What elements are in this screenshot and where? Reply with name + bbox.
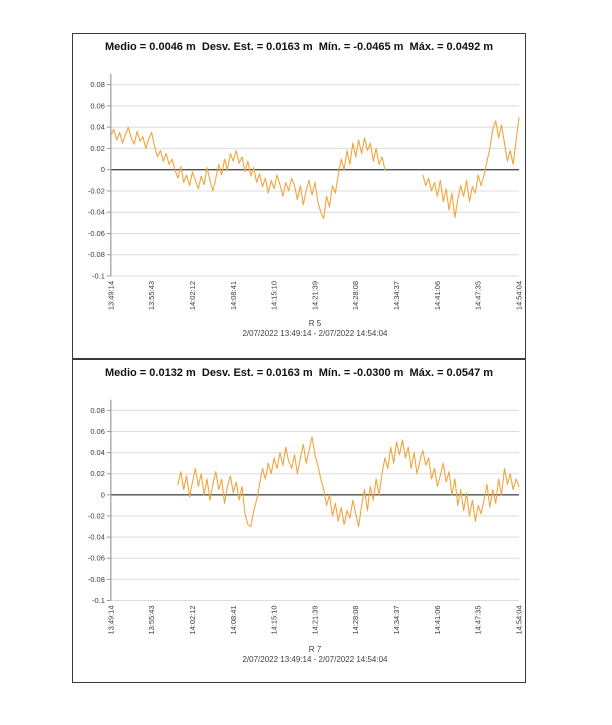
x-tick-label: 14:28:08 — [351, 605, 360, 634]
x-tick-label: 14:41:06 — [433, 281, 442, 310]
y-tick-label: 0 — [101, 490, 105, 499]
y-tick-label: 0.02 — [90, 469, 105, 478]
x-tick-label: 13:55:43 — [147, 605, 156, 634]
chart-title-r5: Medio = 0.0046 m Desv. Est. = 0.0163 m M… — [104, 41, 494, 53]
y-tick-label: 0.04 — [90, 123, 105, 132]
x-tick-label: 14:41:06 — [433, 605, 442, 634]
y-tick-label: 0 — [101, 165, 105, 174]
y-tick-label: 0.08 — [90, 406, 105, 415]
x-tick-label: 14:54:04 — [515, 281, 524, 310]
y-tick-label: 0.08 — [90, 80, 105, 89]
y-tick-label: 0.06 — [90, 101, 105, 110]
x-tick-label: 14:47:35 — [474, 281, 483, 310]
x-tick-label: 14:28:08 — [351, 281, 360, 310]
y-tick-label: 0.02 — [90, 144, 105, 153]
x-tick-label: 13:49:14 — [106, 605, 115, 634]
x-tick-label: 14:02:12 — [188, 281, 197, 310]
series-line-r7 — [177, 436, 520, 528]
x-tick-label: 14:21:39 — [310, 281, 319, 310]
x-tick-label: 13:49:14 — [106, 281, 115, 310]
y-tick-label: 0.06 — [90, 427, 105, 436]
x-tick-label: 13:55:43 — [147, 281, 156, 310]
chart-title-r7: Medio = 0.0132 m Desv. Est. = 0.0163 m M… — [104, 367, 494, 379]
x-tick-label: 14:15:10 — [270, 605, 279, 634]
chart-panel-r5: Medio = 0.0046 m Desv. Est. = 0.0163 m M… — [72, 33, 526, 359]
y-tick-label: -0.04 — [88, 533, 105, 542]
date-range-r5: 2/07/2022 13:49:14 - 2/07/2022 14:54:04 — [242, 329, 388, 338]
chart-panel-r7: Medio = 0.0132 m Desv. Est. = 0.0163 m M… — [72, 359, 526, 683]
y-tick-label: -0.06 — [88, 554, 105, 563]
x-tick-label: 14:15:10 — [270, 281, 279, 310]
series-label-r5: R 5 — [308, 319, 322, 328]
x-tick-label: 14:34:37 — [392, 281, 401, 310]
x-tick-label: 14:34:37 — [392, 605, 401, 634]
series-line-r5 — [110, 117, 520, 220]
x-tick-label: 14:21:39 — [310, 605, 319, 634]
x-tick-label: 14:02:12 — [188, 605, 197, 634]
y-tick-label: -0.04 — [88, 208, 105, 217]
series-label-r7: R 7 — [308, 645, 322, 654]
y-tick-label: -0.08 — [88, 575, 105, 584]
plot-area-r7: 0.08 0.06 0.04 0.02 0 -0.02 -0.04 -0.06 -0.08 -0.… — [88, 399, 524, 634]
y-tick-label: -0.1 — [92, 596, 105, 605]
y-tick-label: 0.04 — [90, 448, 105, 457]
y-tick-label: -0.1 — [92, 271, 105, 280]
plot-area-r5: 0.08 0.06 0.04 0.02 0 -0.02 -0.04 -0.06 -0.08 -0.… — [88, 74, 524, 310]
x-tick-label: 14:47:35 — [474, 605, 483, 634]
x-tick-label: 14:08:41 — [229, 605, 238, 634]
y-tick-label: -0.02 — [88, 186, 105, 195]
x-tick-label: 14:08:41 — [229, 281, 238, 310]
date-range-r7: 2/07/2022 13:49:14 - 2/07/2022 14:54:04 — [242, 655, 388, 664]
y-tick-label: -0.06 — [88, 229, 105, 238]
y-tick-label: -0.02 — [88, 511, 105, 520]
x-tick-label: 14:54:04 — [515, 605, 524, 634]
y-tick-label: -0.08 — [88, 250, 105, 259]
